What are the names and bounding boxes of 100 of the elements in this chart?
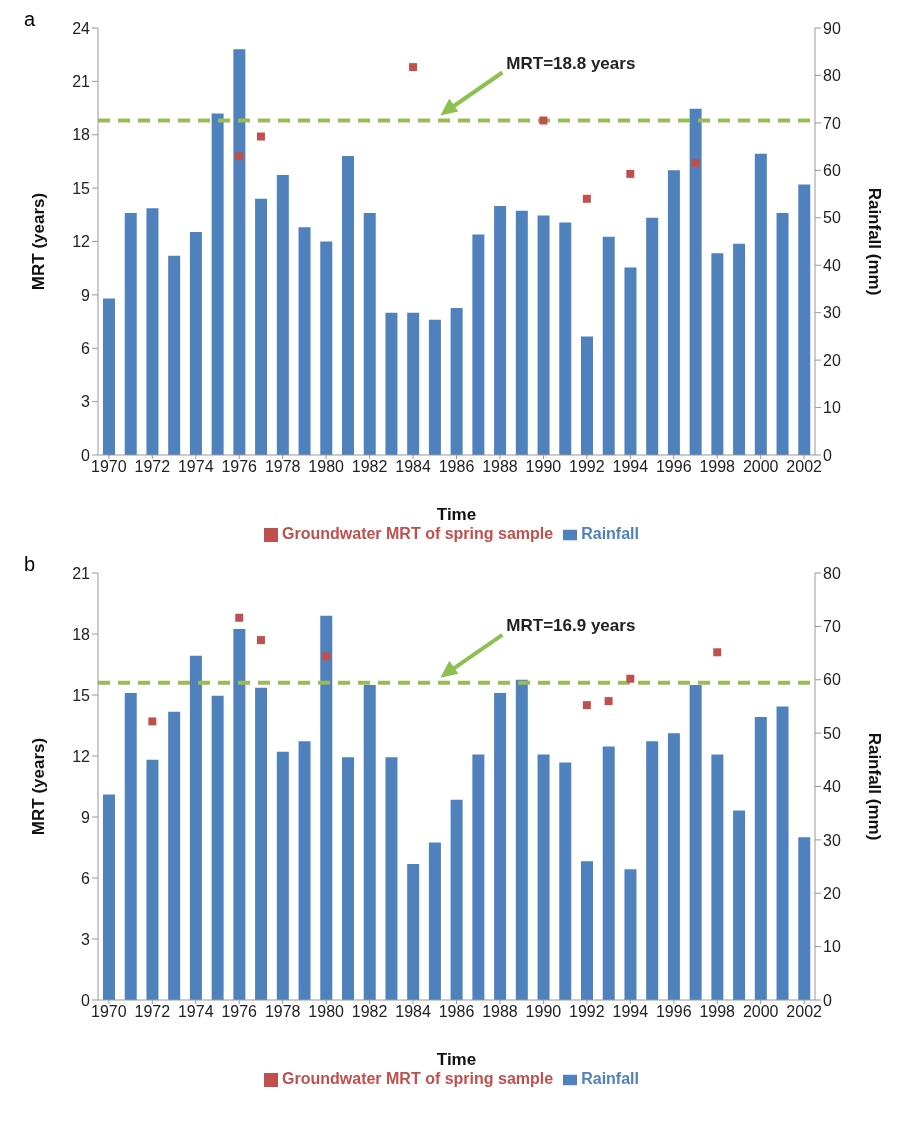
bar — [494, 693, 507, 1000]
point — [626, 674, 635, 683]
bar — [385, 757, 398, 1000]
bar — [298, 227, 311, 455]
y2-tick-label: 50 — [823, 724, 841, 742]
annotation: MRT=16.9 years — [506, 615, 636, 635]
y2-tick-label: 20 — [823, 884, 841, 902]
x-tick-label: 1972 — [134, 1003, 171, 1021]
y2-tick-label: 30 — [823, 304, 841, 322]
y-tick-label: 21 — [72, 564, 91, 582]
bar — [146, 759, 159, 1000]
bar — [602, 236, 615, 455]
x-tick-label: 1990 — [525, 1003, 562, 1021]
bar — [428, 842, 441, 1000]
y2-tick-label: 40 — [823, 256, 841, 274]
x-tick-label: 1984 — [395, 1003, 431, 1021]
bar — [450, 307, 463, 455]
legend-label: Rainfall — [581, 1070, 639, 1087]
x-tick-label: 1978 — [264, 1003, 301, 1021]
bar — [689, 685, 702, 1000]
bar — [407, 863, 420, 1000]
bar — [363, 213, 376, 455]
y-tick-label: 3 — [81, 393, 91, 411]
x-tick-label: 1980 — [308, 1003, 345, 1021]
y-tick-label: 18 — [72, 625, 91, 643]
bar — [298, 741, 311, 1000]
bar — [711, 754, 724, 1000]
point — [582, 194, 591, 203]
x-tick-label: 2000 — [742, 458, 779, 476]
x-axis-title: Time — [436, 1050, 477, 1069]
x-tick-label: 1994 — [612, 1003, 649, 1021]
x-tick-label: 1990 — [525, 458, 562, 476]
y2-tick-label: 80 — [823, 67, 841, 85]
bar — [385, 312, 398, 455]
bar — [146, 208, 159, 455]
point — [235, 613, 244, 622]
y-tick-label: 12 — [72, 233, 91, 251]
point — [409, 63, 418, 72]
x-tick-label: 1978 — [264, 458, 301, 476]
x-tick-label: 1982 — [351, 458, 388, 476]
y-tick-label: 9 — [81, 286, 91, 304]
y2-tick-label: 60 — [823, 671, 841, 689]
point — [626, 169, 635, 178]
bar — [124, 693, 137, 1000]
y-tick-label: 15 — [72, 686, 91, 704]
point — [148, 717, 157, 726]
x-tick-label: 1982 — [351, 1003, 388, 1021]
x-axis-title: Time — [436, 505, 477, 524]
bar — [754, 153, 767, 455]
bar — [255, 687, 268, 1000]
legend-label: Rainfall — [581, 525, 639, 542]
y-tick-label: 6 — [81, 339, 91, 357]
y-tick-label: 24 — [72, 19, 91, 37]
x-tick-label: 1976 — [221, 458, 258, 476]
point — [322, 652, 331, 661]
bar — [624, 869, 637, 1000]
x-tick-label: 1974 — [177, 1003, 214, 1021]
x-tick-label: 1974 — [177, 458, 214, 476]
bar — [689, 108, 702, 455]
y2-tick-label: 20 — [823, 351, 841, 369]
x-tick-label: 1988 — [482, 458, 518, 476]
y-tick-label: 3 — [81, 930, 91, 948]
bar — [211, 113, 224, 455]
bar — [276, 175, 289, 455]
bar — [624, 267, 637, 455]
legend-label: Groundwater MRT of spring sample — [282, 525, 554, 542]
bar — [559, 762, 572, 1000]
bar — [103, 794, 115, 1000]
y2-tick-label: 60 — [823, 162, 841, 180]
bar — [320, 241, 333, 455]
bar — [189, 232, 202, 455]
bar — [646, 741, 659, 1000]
y2-axis-title: Rainfall (mm) — [864, 732, 884, 841]
y2-tick-label: 40 — [823, 778, 841, 796]
x-tick-label: 1996 — [655, 458, 692, 476]
bar — [711, 253, 724, 455]
point — [235, 152, 244, 161]
x-tick-label: 2000 — [742, 1003, 779, 1021]
y2-tick-label: 90 — [823, 19, 841, 37]
bar — [255, 198, 268, 455]
y2-tick-label: 0 — [823, 991, 832, 1009]
bar — [667, 733, 680, 1000]
bar — [559, 222, 572, 455]
point — [582, 701, 591, 710]
bar — [733, 243, 746, 455]
bar — [342, 757, 354, 1000]
bar — [515, 679, 528, 1000]
bar — [428, 319, 441, 455]
x-tick-label: 1986 — [438, 458, 475, 476]
bar — [776, 213, 789, 455]
y2-tick-label: 70 — [823, 618, 841, 636]
bar — [363, 685, 376, 1000]
point — [256, 636, 265, 645]
ref-line-label: MRT=18.8 years — [506, 53, 636, 73]
y-tick-label: 18 — [72, 126, 91, 144]
bar — [581, 336, 593, 455]
x-tick-label: 1992 — [569, 458, 605, 476]
y2-tick-label: 50 — [823, 209, 841, 227]
bar — [124, 213, 137, 455]
bar — [342, 156, 354, 455]
